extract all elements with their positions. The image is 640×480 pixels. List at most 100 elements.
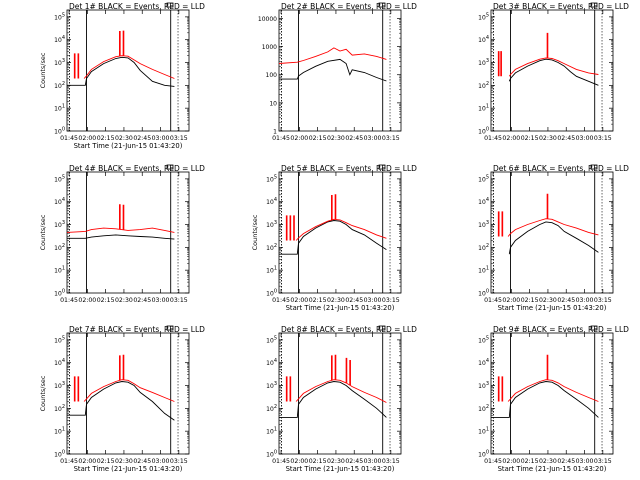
x-tick-label: 02:15 bbox=[521, 297, 539, 304]
panel-det-6: Det 6# BLACK = Events, RED = LLD 100 101 10… bbox=[478, 164, 629, 312]
x-tick-label: 02:15 bbox=[97, 135, 115, 142]
y-tick-label: 104 bbox=[54, 358, 65, 367]
lld-spike bbox=[122, 30, 125, 56]
y-tick-label: 1 bbox=[273, 129, 277, 136]
y-tick-label: 104 bbox=[54, 35, 65, 44]
x-tick-label: 02:00 bbox=[78, 297, 96, 304]
lld-spike bbox=[289, 215, 292, 241]
x-tick-label: 02:15 bbox=[309, 458, 327, 465]
y-tick-label: 102 bbox=[478, 81, 489, 90]
x-tick-label: 02:00 bbox=[290, 297, 308, 304]
events-series-line bbox=[279, 220, 387, 255]
lld-spike bbox=[77, 53, 80, 79]
x-tick-label: 02:45 bbox=[133, 297, 151, 304]
y-tick-label: 104 bbox=[478, 197, 489, 206]
lld-spike bbox=[122, 204, 125, 230]
y-tick-label: 101 bbox=[54, 266, 65, 275]
y-tick-label: 103 bbox=[266, 220, 277, 229]
lld-series-line bbox=[507, 218, 599, 237]
y-tick-label: 103 bbox=[54, 58, 65, 67]
lld-spike bbox=[119, 204, 121, 230]
y-tick-label: 10000 bbox=[258, 16, 277, 23]
x-tick-label: 02:00 bbox=[502, 135, 520, 142]
panel-det-8: Det 8# BLACK = Events, RED = LLD 100 101 10… bbox=[266, 325, 417, 473]
panel-title: Det 3# BLACK = Events, RED = LLD bbox=[493, 2, 629, 11]
lld-series-line bbox=[508, 57, 599, 77]
y-tick-label: 105 bbox=[54, 12, 65, 21]
x-tick-label: 03:15 bbox=[170, 458, 188, 465]
lld-spike bbox=[73, 376, 76, 402]
y-tick-label: 104 bbox=[478, 358, 489, 367]
x-tick-label: 01:45 bbox=[484, 458, 502, 465]
x-tick-label: 03:15 bbox=[170, 297, 188, 304]
x-tick-label: 02:45 bbox=[133, 135, 151, 142]
y-tick-label: 103 bbox=[478, 381, 489, 390]
x-tick-label: 03:00 bbox=[364, 458, 382, 465]
x-tick-label: 01:45 bbox=[60, 297, 78, 304]
lld-spike bbox=[501, 211, 504, 237]
x-axis-label: Start Time (21-Jun-15 01:43:20) bbox=[498, 304, 607, 312]
lld-series-line bbox=[295, 379, 387, 403]
y-tick-label: 100 bbox=[266, 289, 277, 298]
legend-glyph bbox=[590, 164, 598, 170]
lld-spike bbox=[331, 355, 333, 381]
x-tick-label: 03:15 bbox=[382, 135, 400, 142]
x-tick-label: 03:00 bbox=[364, 135, 382, 142]
y-tick-label: 104 bbox=[266, 358, 277, 367]
x-tick-label: 02:45 bbox=[557, 458, 575, 465]
x-tick-label: 02:30 bbox=[327, 297, 345, 304]
y-tick-label: 102 bbox=[54, 404, 65, 413]
lld-spike bbox=[349, 360, 351, 386]
x-tick-label: 01:45 bbox=[484, 297, 502, 304]
x-tick-label: 02:00 bbox=[290, 135, 308, 142]
x-tick-label: 03:00 bbox=[576, 297, 594, 304]
y-tick-label: 102 bbox=[266, 404, 277, 413]
x-tick-label: 02:30 bbox=[327, 458, 345, 465]
events-series-line bbox=[508, 58, 599, 86]
y-axis-label: Counts/sec bbox=[39, 52, 47, 88]
x-tick-label: 02:30 bbox=[539, 135, 557, 142]
y-tick-label: 100 bbox=[266, 72, 278, 79]
y-tick-label: 103 bbox=[478, 58, 489, 67]
lld-spike bbox=[546, 193, 549, 219]
y-tick-label: 100 bbox=[478, 289, 489, 298]
events-series-line bbox=[491, 381, 599, 418]
events-series-line bbox=[67, 381, 175, 421]
lld-series-line bbox=[83, 379, 175, 402]
x-tick-label: 03:00 bbox=[576, 135, 594, 142]
panel-det-9: Det 9# BLACK = Events, RED = LLD 100 101 10… bbox=[478, 325, 629, 473]
lld-spike bbox=[501, 376, 504, 402]
x-tick-label: 03:15 bbox=[594, 458, 612, 465]
x-tick-label: 02:00 bbox=[78, 135, 96, 142]
y-tick-label: 105 bbox=[266, 174, 277, 183]
panel-det-3: Det 3# BLACK = Events, RED = LLD 100 101 10… bbox=[478, 2, 629, 142]
x-tick-label: 02:45 bbox=[345, 135, 363, 142]
legend-glyph bbox=[590, 325, 598, 331]
events-series-line bbox=[279, 58, 387, 82]
y-tick-label: 102 bbox=[54, 243, 65, 252]
plot-frame bbox=[490, 171, 614, 294]
x-tick-label: 02:00 bbox=[502, 297, 520, 304]
y-tick-label: 105 bbox=[266, 335, 277, 344]
x-tick-label: 03:15 bbox=[170, 135, 188, 142]
plot-frame bbox=[490, 332, 614, 455]
panel-det-2: Det 2# BLACK = Events, RED = LLD 1 10 100 10… bbox=[258, 2, 417, 142]
y-tick-label: 104 bbox=[478, 35, 489, 44]
x-tick-label: 02:00 bbox=[78, 458, 96, 465]
panel-det-1: Det 1# BLACK = Events, RED = LLD 100 101 10… bbox=[39, 2, 205, 150]
panel-det-5: Det 5# BLACK = Events, RED = LLD 100 101 10… bbox=[251, 164, 417, 312]
lld-spike bbox=[500, 51, 502, 77]
lld-spike bbox=[497, 376, 500, 402]
panel-title: Det 8# BLACK = Events, RED = LLD bbox=[281, 325, 417, 334]
x-tick-label: 01:45 bbox=[272, 297, 290, 304]
x-tick-label: 02:45 bbox=[345, 458, 363, 465]
x-tick-label: 01:45 bbox=[272, 135, 290, 142]
x-tick-label: 01:45 bbox=[272, 458, 290, 465]
x-tick-label: 03:00 bbox=[152, 458, 170, 465]
panel-title: Det 4# BLACK = Events, RED = LLD bbox=[69, 164, 205, 173]
x-tick-label: 03:00 bbox=[576, 458, 594, 465]
lld-spike bbox=[497, 211, 500, 237]
y-tick-label: 100 bbox=[54, 289, 65, 298]
legend-glyph bbox=[166, 325, 174, 331]
x-axis-label: Start Time (21-Jun-15 01:43:20) bbox=[286, 304, 395, 312]
